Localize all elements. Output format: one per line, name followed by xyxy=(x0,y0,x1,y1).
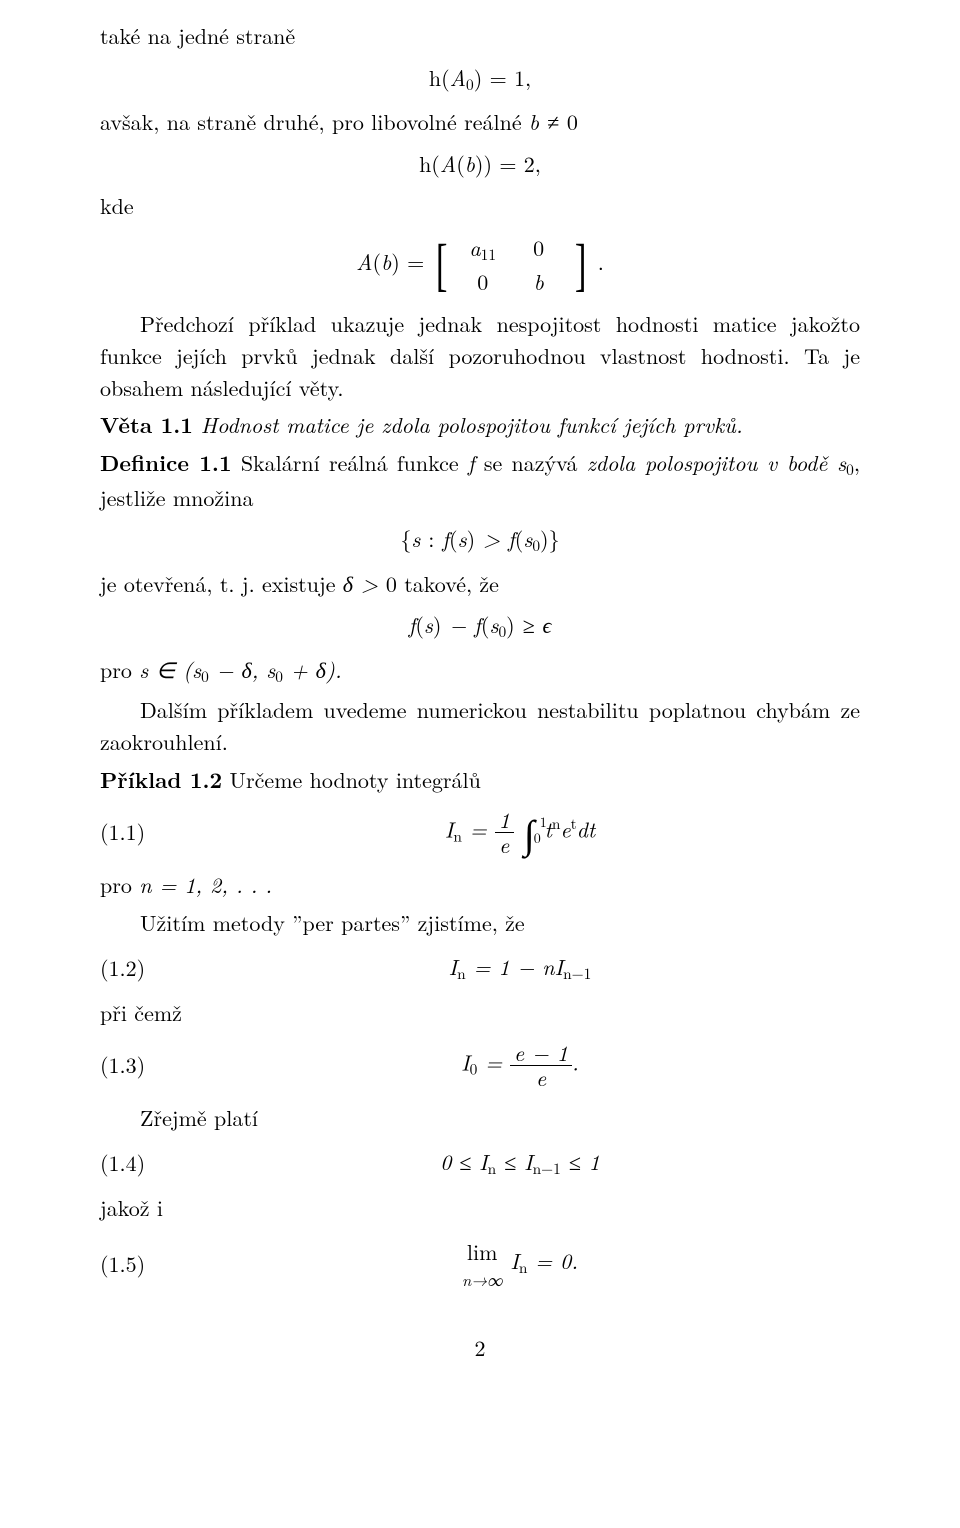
page: také na jedné straně h(A0) = 1, avšak, n… xyxy=(0,0,960,1528)
eq-1-2-body: In = 1 − nIn−1 xyxy=(180,951,860,985)
paragraph-8: pro n = 1, 2, . . . xyxy=(100,869,860,901)
eq-1-1-label: (1.1) xyxy=(100,816,180,848)
eq-1-3-label: (1.3) xyxy=(100,1049,180,1081)
def-f: f xyxy=(468,447,475,478)
equation-matrix: A(b) = [ a11 0 0 b ] . xyxy=(100,232,860,298)
p5b: δ > 0 xyxy=(343,568,397,599)
eq-set-body: {s : f(s) > f(s0)} xyxy=(400,523,559,554)
eq-1-3-body: I0 = e − 1 e . xyxy=(180,1041,860,1090)
right-bracket: ] xyxy=(574,236,586,294)
paragraph-11: Zřejmě platí xyxy=(100,1102,860,1134)
matrix-tail: . xyxy=(598,246,604,277)
def-label: Definice 1.1 xyxy=(100,447,232,478)
p2-text: avšak, na straně druhé, pro libovolné re… xyxy=(100,106,529,137)
eq-1-4-body: 0 ≤ In ≤ In−1 ≤ 1 xyxy=(180,1146,860,1180)
def-body-b: se nazývá xyxy=(475,447,587,478)
eq-hAb-body: h(A(b)) = 2, xyxy=(419,148,541,179)
matrix-a11: a11 xyxy=(459,232,507,266)
paragraph-7: Dalším příkladem uvedeme numerickou nest… xyxy=(100,694,860,758)
equation-1-4: (1.4) 0 ≤ In ≤ In−1 ≤ 1 xyxy=(100,1146,860,1180)
p8b: n = 1, 2, . . . xyxy=(139,869,272,900)
integral-sign: ∫10 xyxy=(524,812,535,852)
equation-eps: f(s) − f(s0) ≥ ϵ xyxy=(100,609,860,643)
paragraph-5: je otevřená, t. j. existuje δ > 0 takové… xyxy=(100,568,860,600)
paragraph-12: jakož i xyxy=(100,1192,860,1224)
p8a: pro xyxy=(100,869,139,900)
eq-hA0-body: h(A0) = 1, xyxy=(429,62,531,93)
def-body-a: Skalární reálná funkce xyxy=(232,447,468,478)
equation-1-5: (1.5) lim n→∞ In = 0. xyxy=(100,1236,860,1292)
matrix-a21: 0 xyxy=(459,266,507,298)
priklad-1-2: Příklad 1.2 Určeme hodnoty integrálů xyxy=(100,764,860,796)
veta-body: Hodnost matice je zdola polospojitou fun… xyxy=(193,409,743,440)
eq-1-1-body: In = 1 e ∫10 tnetdt xyxy=(180,808,860,857)
paragraph-10: při čemž xyxy=(100,997,860,1029)
matrix-body: a11 0 0 b xyxy=(459,232,563,298)
p5c: takové, že xyxy=(397,568,499,599)
paragraph-2: avšak, na straně druhé, pro libovolné re… xyxy=(100,106,860,138)
matrix-lhs: A(b) = xyxy=(356,246,431,277)
eq-1-4-label: (1.4) xyxy=(100,1147,180,1179)
p6a: pro xyxy=(100,654,139,685)
p2-zero: 0 xyxy=(567,106,578,137)
p2-math: b ≠ xyxy=(529,106,567,137)
equation-hAb: h(A(b)) = 2, xyxy=(100,148,860,180)
eq-1-5-label: (1.5) xyxy=(100,1248,180,1280)
paragraph-9: Užitím metody ”per partes” zjistíme, že xyxy=(100,907,860,939)
lim-stack: lim n→∞ xyxy=(462,1236,502,1292)
equation-hA0: h(A0) = 1, xyxy=(100,62,860,96)
matrix-a22: b xyxy=(515,266,563,298)
equation-1-3: (1.3) I0 = e − 1 e . xyxy=(100,1041,860,1090)
veta-label: Věta 1.1 xyxy=(100,409,193,440)
priklad-body: Určeme hodnoty integrálů xyxy=(222,764,481,795)
paragraph-6: pro s ∈ (s0 − δ, s0 + δ). xyxy=(100,654,860,688)
priklad-label: Příklad 1.2 xyxy=(100,764,222,795)
eq-1-3-frac: e − 1 e xyxy=(510,1041,572,1090)
eq-eps-body: f(s) − f(s0) ≥ ϵ xyxy=(409,609,552,640)
definice-1-1: Definice 1.1 Skalární reálná funkce f se… xyxy=(100,447,860,513)
left-bracket: [ xyxy=(435,236,447,294)
equation-set: {s : f(s) > f(s0)} xyxy=(100,523,860,557)
eq-1-2-label: (1.2) xyxy=(100,952,180,984)
paragraph-4: Předchozí příklad ukazuje jednak nespoji… xyxy=(100,308,860,404)
matrix-bracket: [ a11 0 0 b ] xyxy=(432,232,590,298)
equation-1-1: (1.1) In = 1 e ∫10 tnetdt xyxy=(100,808,860,857)
eq-1-1-frac: 1 e xyxy=(495,808,514,857)
p5a: je otevřená, t. j. existuje xyxy=(100,568,343,599)
eq-1-5-body: lim n→∞ In = 0. xyxy=(180,1236,860,1292)
veta-1-1: Věta 1.1 Hodnost matice je zdola polospo… xyxy=(100,409,860,441)
equation-1-2: (1.2) In = 1 − nIn−1 xyxy=(100,951,860,985)
page-number: 2 xyxy=(100,1332,860,1364)
matrix-a12: 0 xyxy=(515,232,563,264)
paragraph-kde: kde xyxy=(100,190,860,222)
paragraph-1: také na jedné straně xyxy=(100,20,860,52)
p6b: s ∈ (s0 − δ, s0 + δ). xyxy=(139,654,341,685)
def-ital: zdola polospojitou v bodě s0 xyxy=(587,447,854,478)
